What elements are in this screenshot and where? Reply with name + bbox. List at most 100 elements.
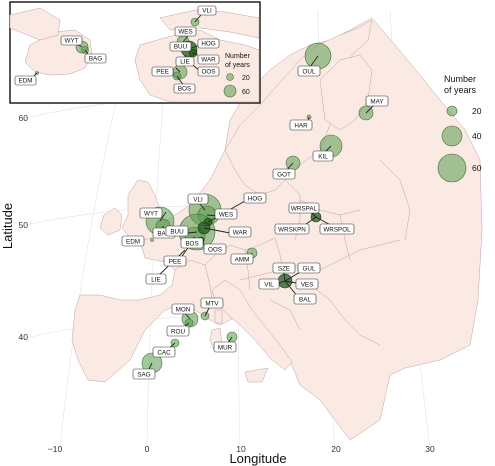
svg-text:50: 50 [19,220,29,230]
svg-text:WRSPOL: WRSPOL [323,227,351,234]
svg-text:40: 40 [19,332,29,342]
svg-text:PEE: PEE [156,69,169,76]
svg-text:WES: WES [219,212,233,219]
label-oos: OOS [203,243,227,255]
label-hog: HOG [243,192,267,204]
svg-text:EDM: EDM [19,78,33,85]
label-buu: BUU [165,225,189,237]
svg-text:Longitude: Longitude [229,451,286,466]
label-lie: LIE [145,273,167,285]
label-mur: MUR [213,341,237,353]
label-bos: BOS [180,237,204,249]
svg-text:WES: WES [178,29,192,36]
label-wrspal: WRSPAL [288,202,320,214]
land-corsica [214,309,223,324]
legend-circle-60 [437,153,467,183]
inset-map: VLI WES WYT BAG BUU HOG WAR LIE PEE OOS … [9,1,261,104]
label-pee: PEE [163,255,187,267]
label-bal: BAL [293,293,317,305]
svg-text:VIL: VIL [264,282,274,289]
label-rou: ROU [166,325,190,337]
svg-text:MAY: MAY [370,99,384,106]
svg-text:−10: −10 [48,444,63,454]
svg-text:AMM: AMM [235,257,250,264]
svg-text:20: 20 [331,444,341,454]
label-sze: SZE [272,262,296,274]
svg-text:VLI: VLI [193,197,203,204]
svg-text:PEE: PEE [169,259,182,266]
svg-text:20: 20 [242,75,250,82]
inset-label-bag: BAG [84,53,107,64]
inset-label-buu: BUU [169,41,192,52]
inset-label-hog: HOG [197,38,220,49]
svg-text:Number: Number [444,74,476,84]
svg-text:SZE: SZE [278,266,290,273]
inset-label-edm: EDM [14,75,37,86]
legend-circle-40 [441,125,463,147]
inset-legend: Number of years 20 60 [223,53,251,98]
site-circle-edm [150,238,154,242]
label-wrskpn: WRSKPN [274,223,310,235]
svg-text:MUR: MUR [218,345,233,352]
svg-text:Latitude: Latitude [0,203,15,249]
label-wes: WES [214,208,238,220]
inset-label-oos: OOS [197,66,220,77]
svg-text:OOS: OOS [208,247,222,254]
svg-text:30: 30 [425,444,435,454]
svg-text:VLI: VLI [202,8,212,15]
land-sicily [244,367,269,383]
inset-label-bos: BOS [173,83,196,94]
svg-text:KIL: KIL [318,154,328,161]
inset-label-pee: PEE [151,66,174,77]
label-edm: EDM [121,235,145,247]
label-oul: OUL [297,65,321,77]
inset-label-lie: LIE [175,56,195,67]
svg-text:OUL: OUL [303,69,316,76]
svg-text:60: 60 [242,89,250,96]
svg-text:MON: MON [176,307,191,314]
svg-text:WYT: WYT [65,38,79,45]
svg-text:60: 60 [472,163,482,173]
svg-text:of years: of years [225,62,250,69]
label-got: GOT [272,168,296,180]
svg-text:WAR: WAR [233,230,248,237]
svg-text:of years: of years [444,85,477,95]
svg-text:MTV: MTV [205,301,219,308]
label-ves: VES [295,278,319,290]
svg-text:LIE: LIE [151,277,160,284]
inset-label-vli: VLI [197,5,217,16]
label-war: WAR [228,226,252,238]
svg-text:GUL: GUL [303,266,316,273]
label-sag: SAG [132,368,156,380]
label-may: MAY [365,95,389,107]
legend-circle-20 [446,105,458,117]
site-labels: WYT BAG EDM VLI HOG WES WAR BUU BOS OOS … [121,65,389,380]
label-mon: MON [171,303,195,315]
svg-text:Number: Number [225,53,251,60]
label-har: HAR [289,119,313,131]
svg-text:20: 20 [472,106,482,116]
axes: −10 0 10 20 30 40 50 60 Longitude Latitu… [0,113,435,466]
svg-text:0: 0 [145,444,150,454]
svg-text:BOS: BOS [178,86,191,93]
svg-text:SAG: SAG [137,372,150,379]
inset-label-wyt: WYT [60,35,83,46]
svg-text:BAG: BAG [89,56,102,63]
label-wrspol: WRSPOL [319,223,355,235]
label-wyt: WYT [139,207,163,219]
svg-text:60: 60 [19,113,29,123]
inset-label-war: WAR [197,54,220,65]
svg-text:BUU: BUU [174,44,188,51]
label-cac: CAC [152,346,176,358]
land-ireland [99,207,123,236]
svg-text:EDM: EDM [126,239,140,246]
svg-text:HAR: HAR [294,123,308,130]
svg-text:BAL: BAL [299,297,311,304]
label-vli: VLI [187,193,209,205]
svg-text:OOS: OOS [202,69,216,76]
label-vil: VIL [258,278,280,290]
svg-text:HOG: HOG [248,196,262,203]
svg-text:GOT: GOT [277,172,291,179]
svg-text:40: 40 [472,131,482,141]
label-amm: AMM [230,253,254,265]
